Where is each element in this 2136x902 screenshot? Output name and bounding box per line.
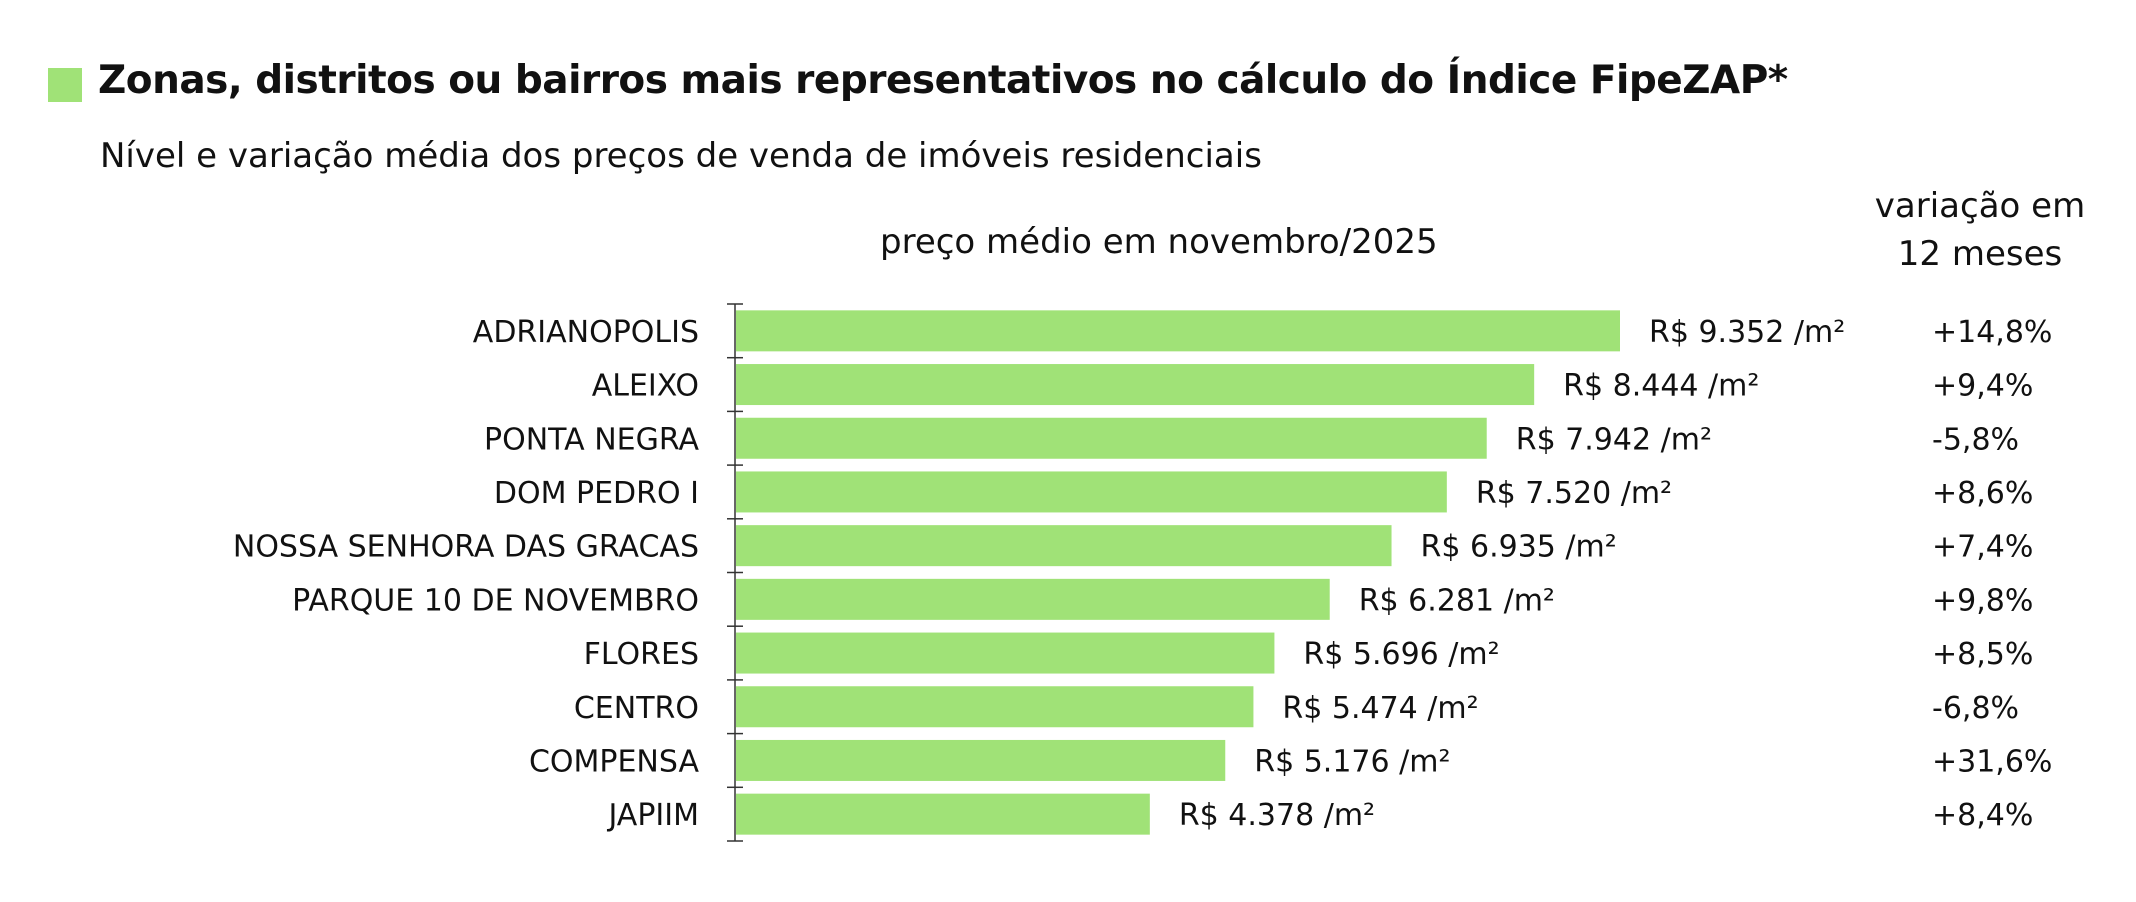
category-label: PONTA NEGRA <box>484 422 699 457</box>
variation-label: +31,6% <box>1932 744 2052 779</box>
category-label: PARQUE 10 DE NOVEMBRO <box>292 583 699 618</box>
value-label: R$ 7.520 /m² <box>1476 476 1672 511</box>
variation-label: +8,6% <box>1932 476 2033 511</box>
bar <box>736 578 1330 620</box>
variation-label: -6,8% <box>1932 691 2019 726</box>
value-label: R$ 6.281 /m² <box>1359 583 1555 618</box>
variation-label: +8,4% <box>1932 798 2033 833</box>
price-column-header: preço médio em novembro/2025 <box>880 222 1438 262</box>
variation-label: +7,4% <box>1932 530 2033 565</box>
variation-label: +9,4% <box>1932 369 2033 404</box>
bar <box>736 310 1620 352</box>
bar <box>736 417 1487 459</box>
value-label: R$ 5.176 /m² <box>1254 744 1450 779</box>
bar <box>736 364 1535 406</box>
value-label: R$ 4.378 /m² <box>1179 798 1375 833</box>
category-label: ADRIANOPOLIS <box>473 315 699 350</box>
variation-label: +14,8% <box>1932 315 2052 350</box>
value-label: R$ 6.935 /m² <box>1421 530 1617 565</box>
category-label: DOM PEDRO I <box>494 476 699 511</box>
bar <box>736 471 1447 513</box>
category-label: CENTRO <box>574 691 699 726</box>
category-label: FLORES <box>584 637 699 672</box>
variation-label: -5,8% <box>1932 422 2019 457</box>
value-label: R$ 8.444 /m² <box>1563 369 1759 404</box>
variation-label: +9,8% <box>1932 583 2033 618</box>
category-label: ALEIXO <box>592 369 699 404</box>
variation-header-line2: 12 meses <box>1897 234 2063 274</box>
legend-square <box>48 68 82 102</box>
bar <box>736 739 1226 781</box>
bar <box>736 686 1254 728</box>
category-label: NOSSA SENHORA DAS GRACAS <box>233 530 699 565</box>
bar <box>736 632 1275 674</box>
chart-subtitle: Nível e variação média dos preços de ven… <box>100 136 1262 176</box>
bar <box>736 793 1150 835</box>
chart-title: Zonas, distritos ou bairros mais represe… <box>98 58 1788 103</box>
bar <box>736 525 1392 567</box>
value-label: R$ 5.474 /m² <box>1282 691 1478 726</box>
value-label: R$ 7.942 /m² <box>1516 422 1712 457</box>
category-label: JAPIIM <box>606 798 699 833</box>
category-label: COMPENSA <box>529 744 700 779</box>
variation-column-header: variação em 12 meses <box>1840 182 2120 278</box>
value-label: R$ 9.352 /m² <box>1649 315 1845 350</box>
variation-label: +8,5% <box>1932 637 2033 672</box>
variation-header-line1: variação em <box>1874 186 2086 226</box>
value-label: R$ 5.696 /m² <box>1303 637 1499 672</box>
